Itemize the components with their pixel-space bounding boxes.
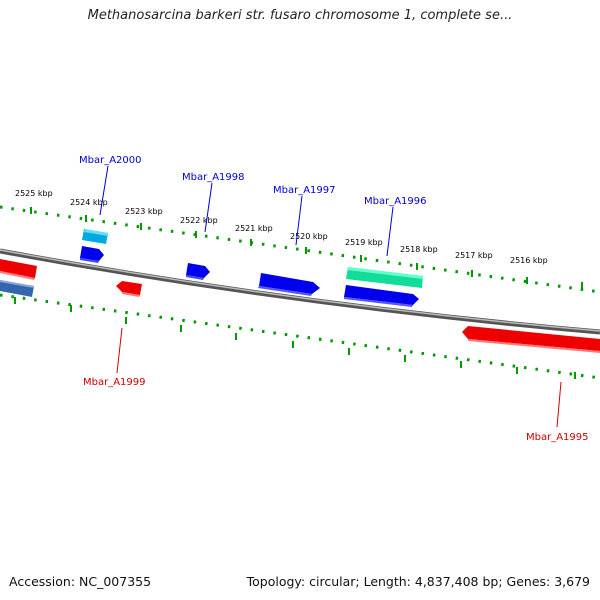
forward-gene[interactable] <box>82 229 108 244</box>
forward-gene[interactable] <box>80 246 104 263</box>
forward-gene[interactable] <box>258 273 320 296</box>
major-ticks-outer <box>30 207 583 289</box>
gene-label[interactable]: Mbar_A1996 <box>364 196 427 207</box>
tick-label: 2521 kbp <box>235 224 273 233</box>
tick-label: 2516 kbp <box>510 256 548 265</box>
reverse-gene[interactable] <box>0 280 34 297</box>
reverse-gene[interactable] <box>0 259 37 280</box>
tick-label: 2524 kbp <box>70 198 108 207</box>
gene-label[interactable]: Mbar_A1997 <box>273 185 336 196</box>
reverse-gene[interactable] <box>116 281 142 297</box>
gene-label[interactable]: Mbar_A1995 <box>526 432 589 443</box>
tick-label: 2519 kbp <box>345 238 383 247</box>
tick-label: 2522 kbp <box>180 216 218 225</box>
tick-label: 2518 kbp <box>400 245 438 254</box>
gene-label[interactable]: Mbar_A1999 <box>83 377 146 388</box>
summary-text: Topology: circular; Length: 4,837,408 bp… <box>246 574 590 589</box>
gene-label[interactable]: Mbar_A1998 <box>182 172 245 183</box>
chromosome-backbone <box>0 248 600 335</box>
forward-gene[interactable] <box>346 267 423 288</box>
forward-gene[interactable] <box>344 285 419 307</box>
tick-label: 2517 kbp <box>455 251 493 260</box>
accession-text: Accession: NC_007355 <box>9 574 152 589</box>
tick-label: 2523 kbp <box>125 207 163 216</box>
tick-label: 2520 kbp <box>290 232 328 241</box>
major-ticks-inner <box>14 297 576 379</box>
tick-label: 2525 kbp <box>15 189 53 198</box>
forward-gene[interactable] <box>186 263 210 280</box>
gene-label[interactable]: Mbar_A2000 <box>79 155 142 166</box>
map-title: Methanosarcina barkeri str. fusaro chrom… <box>87 8 513 23</box>
reverse-gene[interactable] <box>462 326 600 353</box>
tick-labels: 2525 kbp 2524 kbp 2523 kbp 2522 kbp 2521… <box>15 189 548 265</box>
